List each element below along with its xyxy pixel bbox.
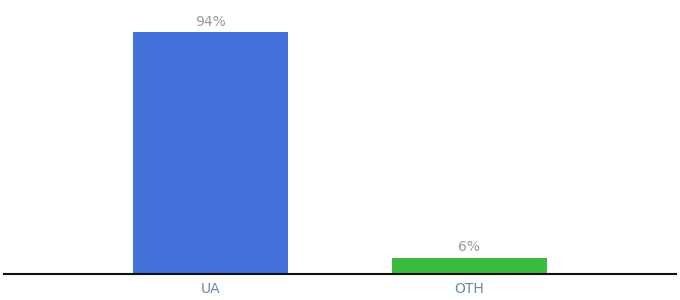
Bar <box>133 32 288 274</box>
Bar <box>392 258 547 274</box>
Text: 94%: 94% <box>195 14 226 28</box>
Text: 6%: 6% <box>458 240 480 254</box>
